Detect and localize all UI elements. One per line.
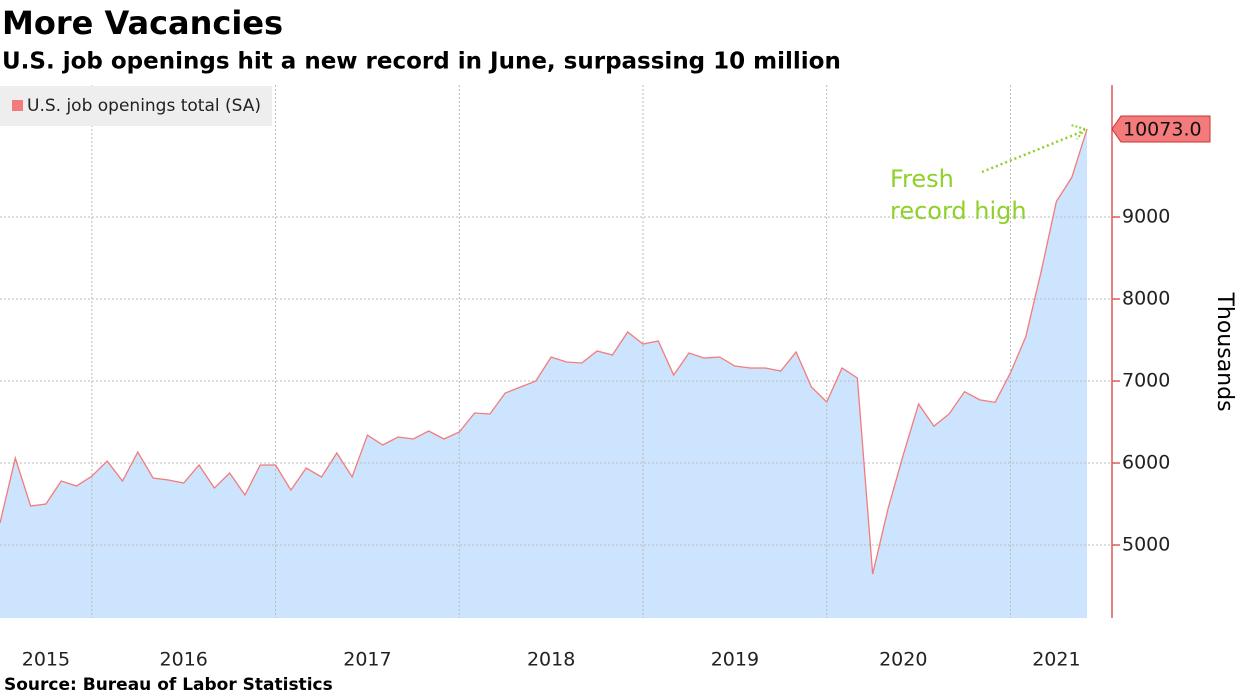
annotation-line: Fresh xyxy=(890,165,954,193)
x-tick-label: 2016 xyxy=(160,649,208,671)
chart-title: More Vacancies xyxy=(2,4,283,42)
x-tick-label: 2021 xyxy=(1032,649,1080,671)
annotation-line: record high xyxy=(890,197,1027,225)
annotation-arrowhead xyxy=(1070,124,1086,140)
legend-swatch xyxy=(12,100,23,111)
annotation: Fresh record high xyxy=(890,165,1027,225)
x-tick-label: 2019 xyxy=(711,649,759,671)
y-tick-label: 7000 xyxy=(1122,370,1170,392)
area xyxy=(0,129,1087,618)
annotation-arrow xyxy=(981,130,1082,174)
y-tick-label: 9000 xyxy=(1122,206,1170,228)
x-tick-label: 2017 xyxy=(343,649,391,671)
value-label-box xyxy=(1111,115,1211,143)
y-tick-label: 8000 xyxy=(1122,288,1170,310)
line xyxy=(0,128,1088,575)
y-tick-label: 6000 xyxy=(1122,452,1170,474)
legend-label: U.S. job openings total (SA) xyxy=(27,96,261,116)
legend-box xyxy=(0,86,272,126)
x-tick-label: 2015 xyxy=(22,649,70,671)
y-tick-label: 5000 xyxy=(1122,534,1170,556)
chart-subtitle: U.S. job openings hit a new record in Ju… xyxy=(2,49,841,75)
x-tick-label: 2018 xyxy=(527,649,575,671)
source: Source: Bureau of Labor Statistics xyxy=(4,675,333,695)
x-tick-label: 2020 xyxy=(879,649,927,671)
y-axis-label: Thousands xyxy=(1212,291,1237,411)
value-label: 10073.0 xyxy=(1123,119,1202,141)
